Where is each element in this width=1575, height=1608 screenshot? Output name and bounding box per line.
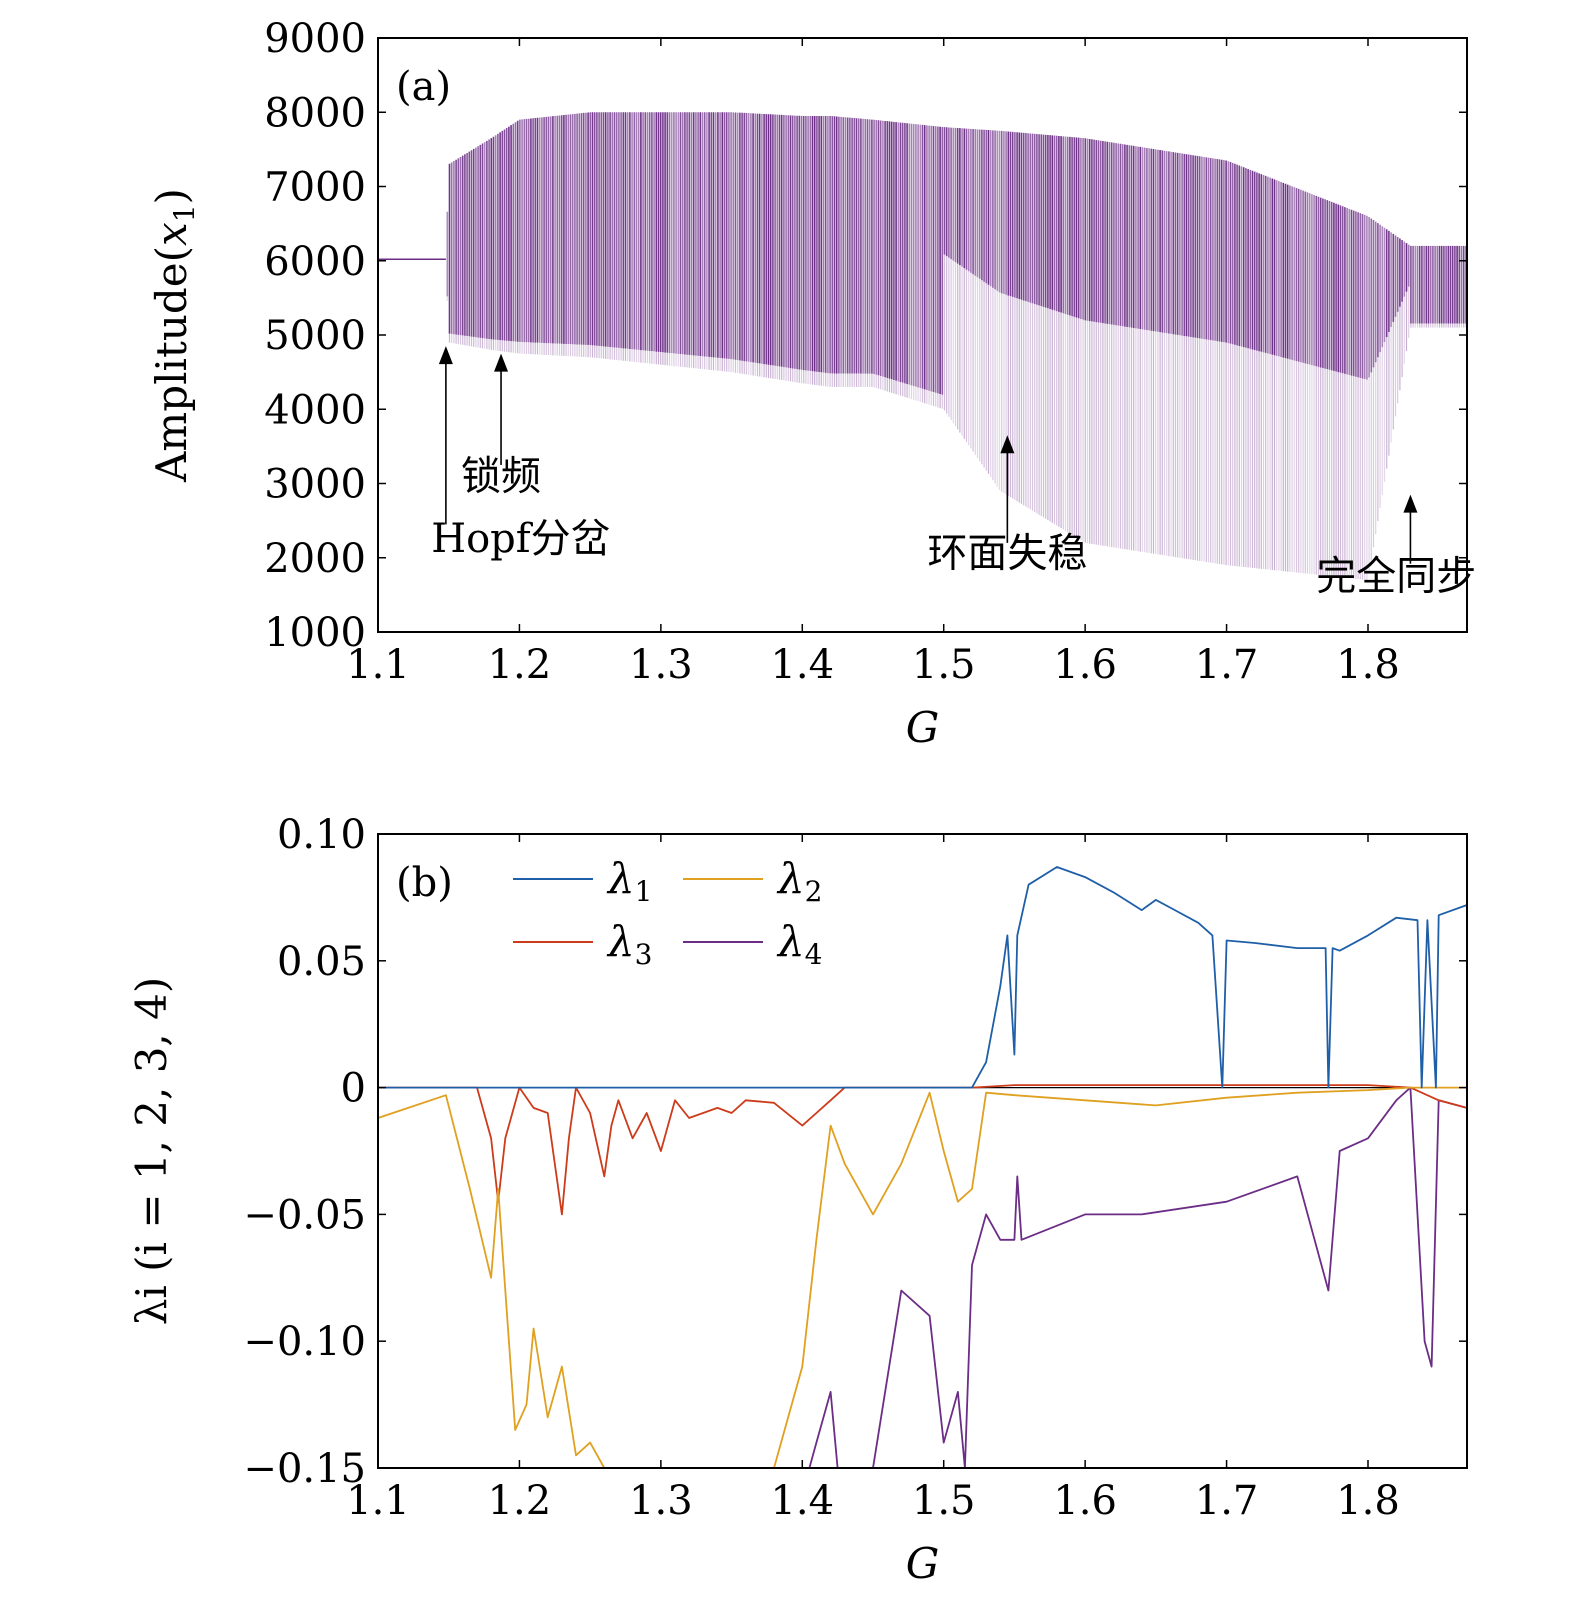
panel-b-ytick-label: −0.05 [243, 1192, 366, 1238]
annotation-label: 完全同步 [1316, 554, 1476, 600]
panel-a-ytick-label: 6000 [264, 239, 366, 285]
ylabel-sub: 1 [168, 204, 201, 222]
ylabel-base: Amplitude( [147, 246, 196, 483]
panel-b-ytick-label: −0.10 [243, 1319, 366, 1365]
arrowhead [1403, 494, 1418, 513]
panel-a-xtick-label: 1.5 [912, 642, 976, 688]
panel-b-xtick-label: 1.7 [1195, 1478, 1259, 1524]
panel-a-ytick-label: 2000 [264, 536, 366, 582]
panel-a-ytick-label: 9000 [264, 16, 366, 62]
panel-a-axes: 1.1 1.2 1.3 1.4 1.5 1.6 1.7 1.8 1000 2000 3000 4000… [264, 16, 1468, 752]
legend-label: λ4 [776, 917, 822, 971]
panel-a-xtick-label: 1.4 [770, 642, 834, 688]
ylabel-close: ) [147, 188, 196, 204]
annotation-label: Hopf分岔 [431, 516, 610, 562]
panel-b-xtick-label: 1.6 [1053, 1478, 1117, 1524]
bifurcation-points [378, 112, 1467, 580]
panel-b-ytick-label: −0.15 [243, 1446, 366, 1492]
panel-b-ylabel: λi (i = 1, 2, 3, 4) [127, 977, 176, 1326]
panel-a-panel-label: (a) [396, 64, 451, 110]
panel-a-ylabel: Amplitude(x1) [147, 188, 201, 483]
panel-a-xtick-label: 1.6 [1053, 642, 1117, 688]
legend-label: λ3 [606, 917, 652, 971]
panel-b: λi (i = 1, 2, 3, 4) λ1 λ2 λ3 λ4 [127, 854, 1467, 1468]
annotation-label: 锁频 [461, 453, 541, 499]
series-line-λ2 [378, 1086, 1467, 1468]
panel-a-xtick-label: 1.7 [1195, 642, 1259, 688]
panel-b-xtick-label: 1.1 [346, 1478, 410, 1524]
panel-a-ytick-label: 8000 [264, 90, 366, 136]
panel-b-panel-label: (b) [396, 860, 453, 906]
panel-b-ytick-label: 0 [341, 1066, 366, 1112]
arrowhead [1000, 435, 1015, 454]
panel-b-xtick-label: 1.3 [629, 1478, 693, 1524]
arrowhead [438, 346, 453, 365]
legend-label: λ1 [606, 854, 652, 908]
panel-a-ytick-label: 7000 [264, 165, 366, 211]
panel-a-xlabel: G [906, 703, 940, 752]
panel-a-xtick-label: 1.3 [629, 642, 693, 688]
series-line-λ3 [378, 1084, 1467, 1216]
panel-a-ytick-label: 3000 [264, 462, 366, 508]
panel-b-axes: 1.1 1.2 1.3 1.4 1.5 1.6 1.7 1.8 0.10 0.05 0 −0.05 −0… [243, 812, 1468, 1588]
ylabel-var: x [147, 222, 196, 246]
panel-b-xlabel: G [906, 1539, 940, 1588]
legend: λ1 λ2 λ3 λ4 [513, 854, 822, 971]
panel-b-frame [377, 833, 1468, 1469]
series-line-λ1 [378, 866, 1467, 1089]
panel-a-xtick-label: 1.1 [346, 642, 410, 688]
panel-a-ytick-label: 1000 [264, 610, 366, 656]
legend-label: λ2 [776, 854, 822, 908]
arrowhead [494, 353, 509, 372]
panel-a-ytick-label: 4000 [264, 387, 366, 433]
panel-a-xtick-label: 1.8 [1336, 642, 1400, 688]
panel-b-ytick-label: 0.05 [277, 939, 366, 985]
panel-b-xtick-label: 1.2 [488, 1478, 552, 1524]
series-lines [378, 866, 1467, 1468]
panel-b-xtick-label: 1.8 [1336, 1478, 1400, 1524]
panel-b-xtick-label: 1.4 [770, 1478, 834, 1524]
panel-a-ytick-label: 5000 [264, 313, 366, 359]
panel-b-ytick-label: 0.10 [277, 812, 366, 858]
series-line-λ4 [808, 1086, 1467, 1468]
panel-a-xtick-label: 1.2 [488, 642, 552, 688]
annotation-label: 环面失稳 [927, 531, 1087, 577]
panel-b-xtick-label: 1.5 [912, 1478, 976, 1524]
